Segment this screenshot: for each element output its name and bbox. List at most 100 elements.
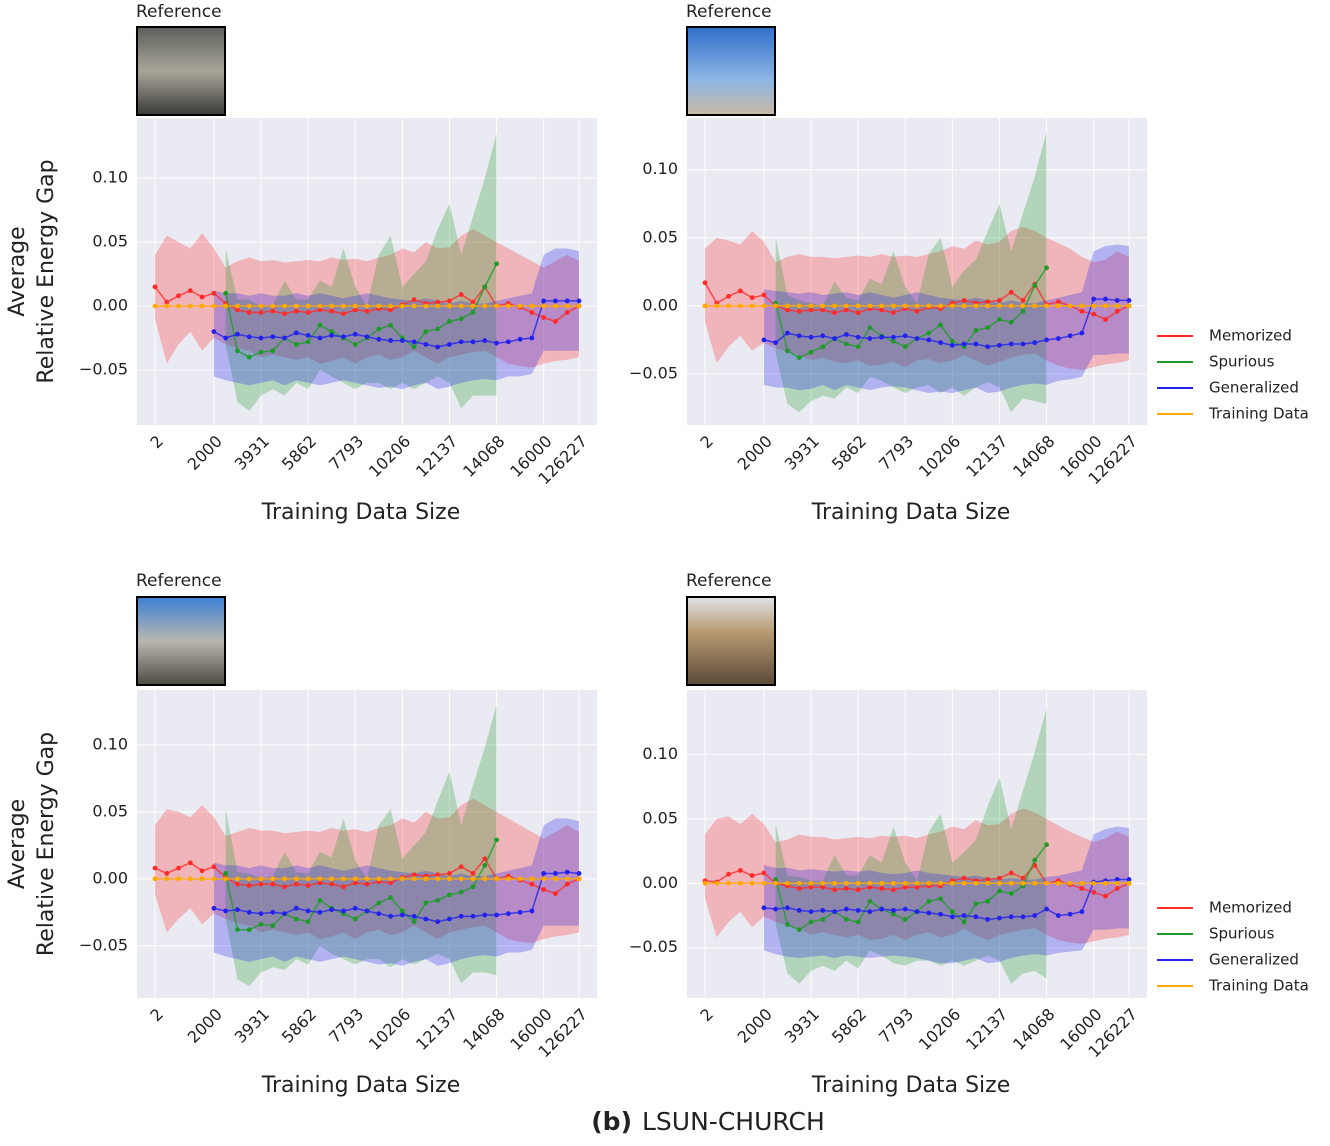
data-point — [258, 921, 264, 927]
data-point — [352, 331, 358, 337]
data-point — [305, 310, 311, 315]
data-point — [376, 336, 382, 342]
data-point — [902, 916, 908, 922]
data-point — [1126, 877, 1132, 882]
reference-image — [686, 26, 776, 116]
data-point — [879, 303, 885, 309]
data-point — [305, 333, 311, 338]
data-point — [938, 340, 943, 346]
data-point — [961, 298, 967, 303]
data-point — [891, 911, 896, 917]
band — [225, 704, 497, 986]
x-tick-label: 7793 — [875, 1005, 917, 1047]
data-point — [820, 344, 826, 350]
data-point — [961, 875, 967, 881]
data-point — [749, 303, 755, 309]
data-point — [749, 295, 755, 301]
data-point — [482, 284, 488, 290]
data-point — [796, 355, 802, 361]
band — [225, 133, 497, 411]
data-point — [164, 871, 170, 876]
data-point — [317, 335, 323, 341]
data-point — [1020, 341, 1026, 347]
data-point — [891, 310, 896, 316]
data-point — [223, 871, 229, 876]
data-point — [246, 310, 252, 315]
y-tick-label: 0.05 — [642, 227, 678, 246]
data-point — [855, 880, 861, 886]
caption-label: (b) — [591, 1107, 632, 1136]
data-point — [270, 308, 276, 314]
data-point — [1032, 283, 1038, 288]
data-point — [317, 303, 323, 309]
data-point — [293, 881, 299, 887]
data-point — [258, 303, 264, 309]
data-point — [808, 349, 814, 355]
data-point — [1032, 880, 1038, 886]
data-point — [1103, 303, 1108, 309]
data-point — [199, 303, 205, 309]
data-point — [482, 876, 488, 882]
data-point — [749, 880, 755, 886]
data-point — [796, 886, 802, 891]
x-tick-label: 2000 — [184, 1005, 226, 1047]
data-point — [411, 913, 417, 919]
data-point — [702, 303, 708, 309]
data-point — [211, 290, 217, 296]
x-tick-label: 12137 — [412, 432, 461, 481]
x-tick-label: 3931 — [781, 432, 823, 474]
reference-label: Reference — [686, 571, 772, 591]
data-point — [541, 315, 547, 320]
data-point — [879, 880, 885, 886]
data-point — [1067, 911, 1073, 917]
x-tick-label: 5862 — [278, 1005, 320, 1047]
data-point — [388, 880, 393, 886]
y-tick-label: 0.05 — [92, 801, 128, 820]
data-point — [329, 876, 335, 882]
data-point — [364, 876, 370, 882]
data-point — [985, 898, 991, 904]
data-point — [867, 898, 873, 904]
data-point — [938, 880, 943, 886]
data-point — [926, 337, 932, 343]
band — [155, 229, 579, 368]
reference-label: Reference — [136, 2, 222, 22]
x-tick-label: 7793 — [875, 432, 917, 474]
data-point — [293, 916, 299, 922]
data-point — [761, 905, 767, 911]
data-point — [564, 298, 570, 304]
data-point — [914, 336, 920, 341]
data-point — [714, 880, 720, 886]
data-point — [352, 876, 358, 882]
data-point — [702, 880, 708, 886]
data-point — [855, 887, 861, 893]
data-point — [411, 339, 417, 345]
data-point — [867, 336, 873, 341]
data-point — [258, 876, 264, 882]
data-point — [985, 299, 991, 305]
x-tick-label: 14068 — [1009, 432, 1058, 481]
data-point — [949, 914, 955, 920]
data-point — [997, 888, 1002, 894]
data-point — [235, 876, 240, 882]
data-point — [997, 915, 1002, 921]
data-point — [364, 303, 370, 309]
data-point — [388, 322, 393, 328]
data-point — [388, 338, 393, 343]
data-point — [470, 871, 476, 876]
data-point — [176, 876, 181, 882]
data-point — [985, 344, 991, 350]
data-point — [855, 907, 861, 913]
y-axis-label: Average — [5, 226, 30, 316]
data-point — [1044, 337, 1049, 343]
band — [763, 244, 1129, 394]
data-point — [843, 307, 849, 313]
data-point — [1079, 308, 1085, 314]
data-point — [973, 341, 979, 347]
data-point — [470, 876, 476, 882]
data-point — [867, 909, 873, 915]
data-point — [1020, 880, 1026, 886]
data-point — [820, 907, 826, 913]
data-point — [364, 908, 370, 914]
x-tick-label: 10206 — [915, 1005, 964, 1054]
